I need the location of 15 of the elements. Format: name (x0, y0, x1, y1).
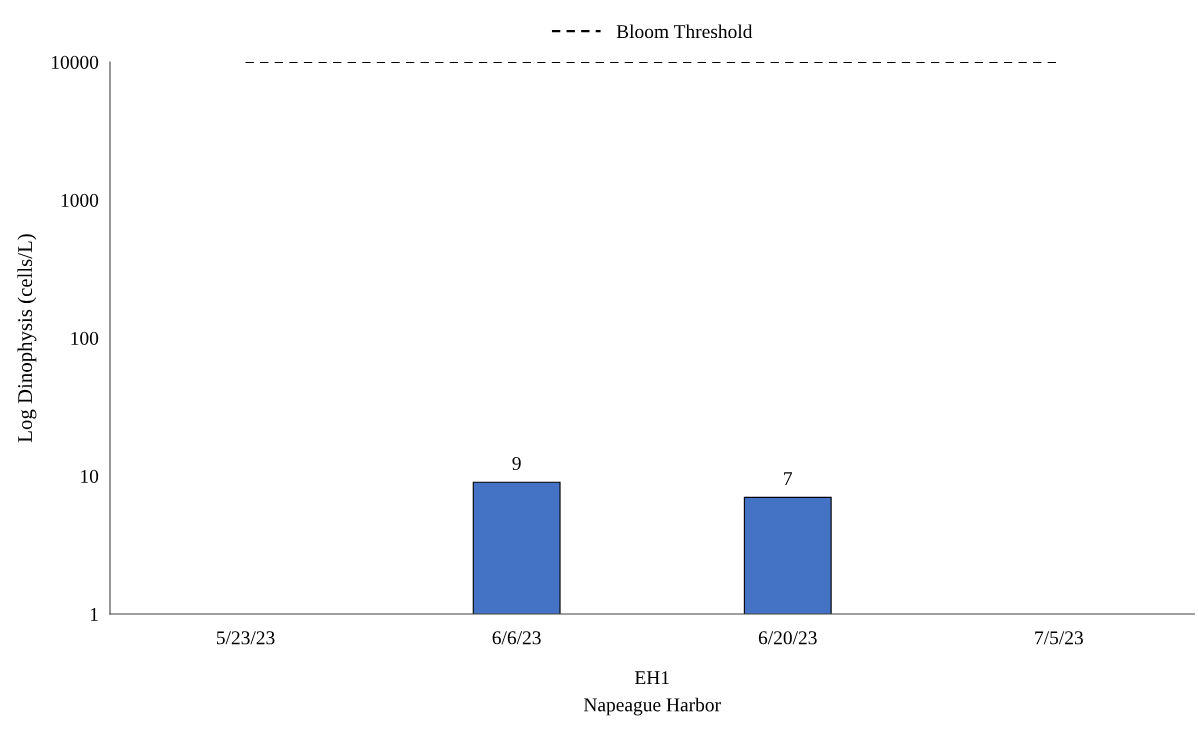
x-tick-label: 7/5/23 (1035, 631, 1083, 645)
y-axis-title: Log Dinophysis (cells/L) (17, 234, 37, 443)
text: Napeague Harbor (583, 697, 721, 716)
y-tick-label: 100 (71, 331, 99, 345)
legend-label: Bloom Threshold (616, 24, 753, 39)
data-label: 9 (512, 456, 521, 471)
x-tick-label: 6/6/23 (492, 631, 541, 645)
y-tick-label: 10 (81, 469, 99, 483)
x-tick-label: 6/20/23 (758, 631, 817, 645)
data-label: 7 (784, 472, 793, 485)
y-tick-label: 1 (90, 607, 98, 621)
y-tick-label: 10000 (51, 55, 99, 69)
x-tick-label: 5/23/23 (216, 631, 275, 645)
y-tick-label: 1000 (61, 193, 99, 207)
x-axis-title: EH1 (634, 671, 669, 685)
